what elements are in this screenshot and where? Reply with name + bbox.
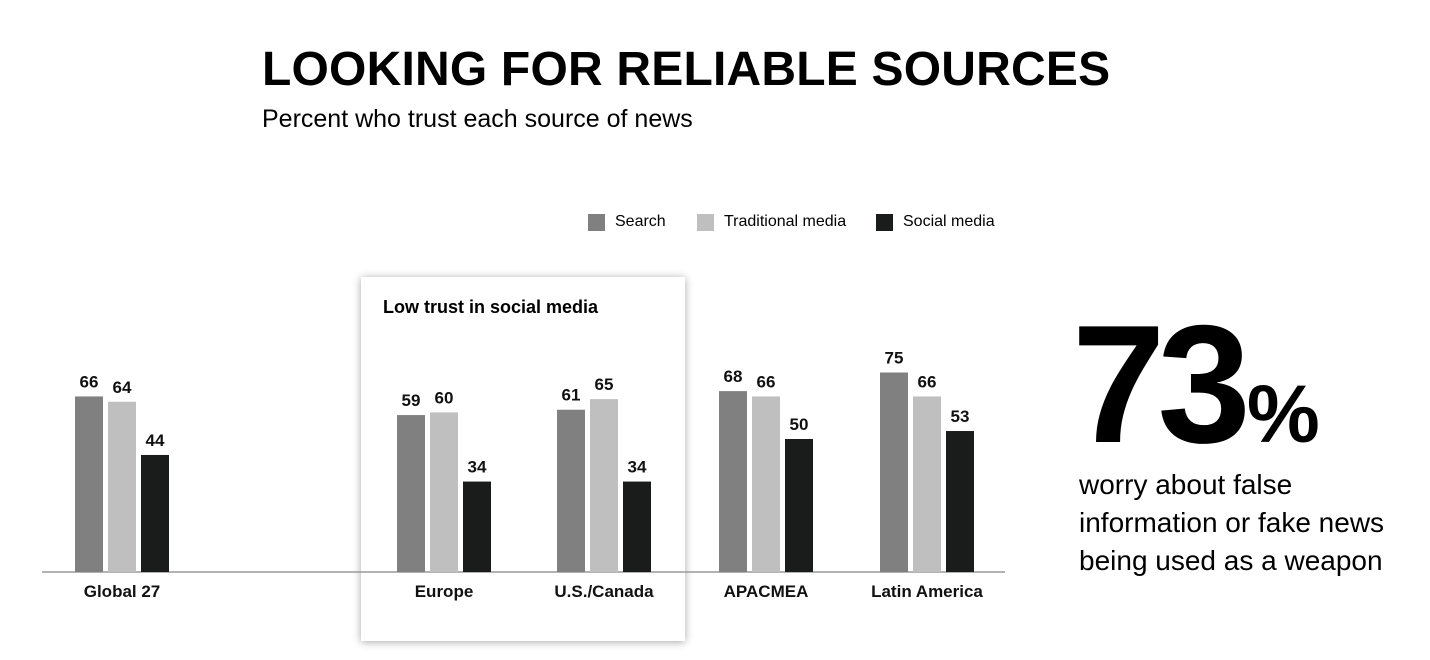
data-label: 64: [113, 378, 132, 397]
data-label: 66: [918, 372, 937, 391]
category-label: Global 27: [84, 582, 161, 601]
legend-swatch: [876, 213, 893, 231]
data-label: 65: [595, 375, 614, 394]
data-label: 50: [790, 415, 809, 434]
category-label: U.S./Canada: [554, 582, 654, 601]
data-label: 34: [468, 458, 487, 477]
legend-item: Social media: [876, 213, 995, 231]
chart-title: LOOKING FOR RELIABLE SOURCES: [262, 43, 1111, 96]
bar-traditional-media: [913, 396, 941, 572]
big-stat: 73%: [1072, 300, 1320, 468]
bar-search: [397, 415, 425, 572]
category-label: Europe: [415, 582, 474, 601]
legend-label: Search: [615, 213, 666, 230]
bar-social-media: [623, 481, 651, 572]
chart-subtitle: Percent who trust each source of news: [262, 105, 693, 133]
data-label: 68: [724, 367, 743, 386]
bar-social-media: [141, 454, 169, 572]
bar-search: [880, 372, 908, 572]
legend-label: Social media: [903, 213, 995, 230]
category-label: APACMEA: [724, 582, 809, 601]
bar-search: [75, 396, 103, 572]
bar-traditional-media: [430, 412, 458, 572]
category-label: Latin America: [871, 582, 983, 601]
data-label: 44: [146, 431, 165, 450]
legend-item: Traditional media: [697, 213, 846, 231]
bar-social-media: [946, 431, 974, 572]
stat-caption: worry about false information or fake ne…: [1079, 469, 1385, 576]
bar-search: [719, 391, 747, 572]
bar-traditional-media: [108, 401, 136, 572]
data-label: 34: [628, 458, 647, 477]
bar-social-media: [463, 481, 491, 572]
data-label: 66: [80, 372, 99, 391]
highlight-label: Low trust in social media: [383, 297, 599, 317]
data-label: 66: [757, 372, 776, 391]
data-label: 53: [951, 407, 970, 426]
bar-traditional-media: [752, 396, 780, 572]
bar-social-media: [785, 439, 813, 572]
bar-search: [557, 409, 585, 572]
legend-swatch: [588, 213, 605, 231]
bar-traditional-media: [590, 399, 618, 572]
data-label: 61: [562, 386, 581, 405]
big-stat-percent: %: [1246, 369, 1320, 460]
data-label: 59: [402, 391, 421, 410]
data-label: 60: [435, 388, 454, 407]
data-label: 75: [885, 349, 904, 368]
legend-swatch: [697, 213, 714, 231]
big-stat-number: 73: [1072, 290, 1251, 478]
legend-label: Traditional media: [724, 213, 847, 230]
legend-item: Search: [588, 213, 666, 231]
